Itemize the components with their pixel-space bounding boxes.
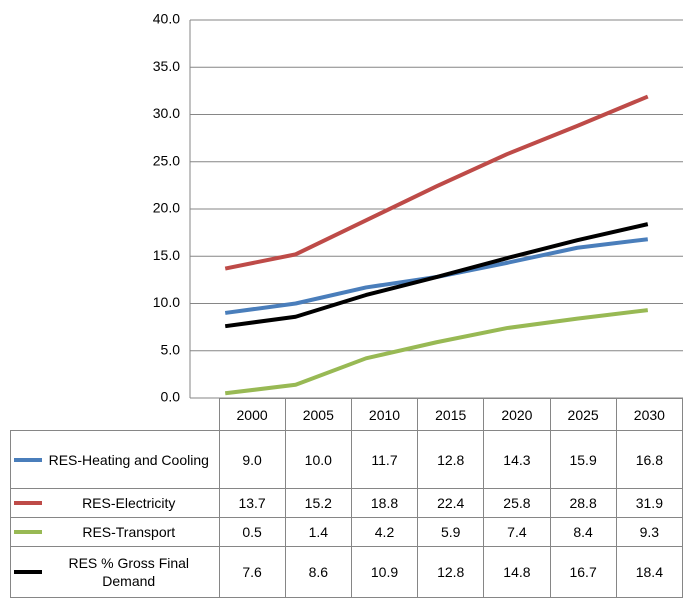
y-tick-label: 5.0 [161,341,181,357]
category-label: 2005 [284,398,352,431]
value-cell: 1.4 [284,517,352,547]
value-cell: 10.0 [284,430,352,489]
value-cell: 12.8 [417,430,485,489]
y-tick-label: 30.0 [153,105,180,121]
legend-cell: RES-Heating and Cooling [10,430,220,489]
value-cell: 28.8 [549,488,617,518]
category-label: 2030 [615,398,683,431]
value-cell: 9.3 [615,517,683,547]
y-tick-label: 10.0 [153,294,180,310]
legend-cell: RES % Gross Final Demand [10,546,220,598]
legend-label: RES-Heating and Cooling [48,451,209,468]
value-cell: 15.2 [284,488,352,518]
legend-cell: RES-Electricity [10,488,220,518]
value-cell: 9.0 [218,430,286,489]
value-cell: 16.8 [615,430,683,489]
legend-swatch [14,530,42,534]
y-tick-label: 25.0 [153,152,180,168]
y-tick-label: 40.0 [153,11,180,27]
value-cell: 0.5 [218,517,286,547]
value-cell: 7.4 [483,517,551,547]
value-cell: 7.6 [218,546,286,598]
series-line [224,222,649,329]
category-label: 2010 [350,398,419,431]
series-row: RES-Electricity 13.7 15.2 18.8 22.4 25.8 28.8 3… [10,488,683,518]
y-tick-label: 20.0 [153,200,180,216]
value-cell: 5.9 [417,517,485,547]
category-label: 2000 [218,398,286,431]
y-tick-label: 15.0 [153,247,180,263]
category-label: 2015 [417,398,485,431]
legend-swatch [14,570,42,574]
value-cell: 12.8 [417,546,485,598]
value-cell: 4.2 [350,517,419,547]
value-cell: 11.7 [350,430,419,489]
value-cell: 10.9 [350,546,419,598]
value-cell: 18.8 [350,488,419,518]
series-line [224,94,649,271]
value-cell: 18.4 [615,546,683,598]
y-tick-label: 35.0 [153,58,180,74]
value-cell: 8.6 [284,546,352,598]
legend-swatch [14,457,42,462]
value-cell: 13.7 [218,488,286,518]
value-cell: 15.9 [549,430,617,489]
value-cell: 22.4 [417,488,485,518]
category-label: 2025 [549,398,617,431]
value-cell: 16.7 [549,546,617,598]
value-cell: 14.3 [483,430,551,489]
series-row: RES-Heating and Cooling 9.0 10.0 11.7 12.8 14… [10,430,683,489]
value-cell: 14.8 [483,546,551,598]
legend-swatch [14,501,42,505]
legend-label: RES-Electricity [82,495,176,511]
series-row: RES-Transport 0.5 1.4 4.2 5.9 7.4 8.4 9.3 [10,517,683,547]
blank-cell [10,398,220,431]
value-cell: 25.8 [483,488,551,518]
header-row: 2000 2005 2010 2015 2020 2025 2030 [10,398,683,431]
series-row: RES % Gross Final Demand 7.6 8.6 10.9 12.8 14… [10,546,683,598]
value-cell: 8.4 [549,517,617,547]
value-cell: 31.9 [615,488,683,518]
legend-cell: RES-Transport [10,517,220,547]
category-label: 2020 [483,398,551,431]
legend-label: RES % Gross Final Demand [68,555,190,589]
data-table: 2000 2005 2010 2015 2020 2025 2030 RES-Heating … [10,398,683,598]
legend-label: RES-Transport [82,524,176,540]
series-line [224,308,649,396]
